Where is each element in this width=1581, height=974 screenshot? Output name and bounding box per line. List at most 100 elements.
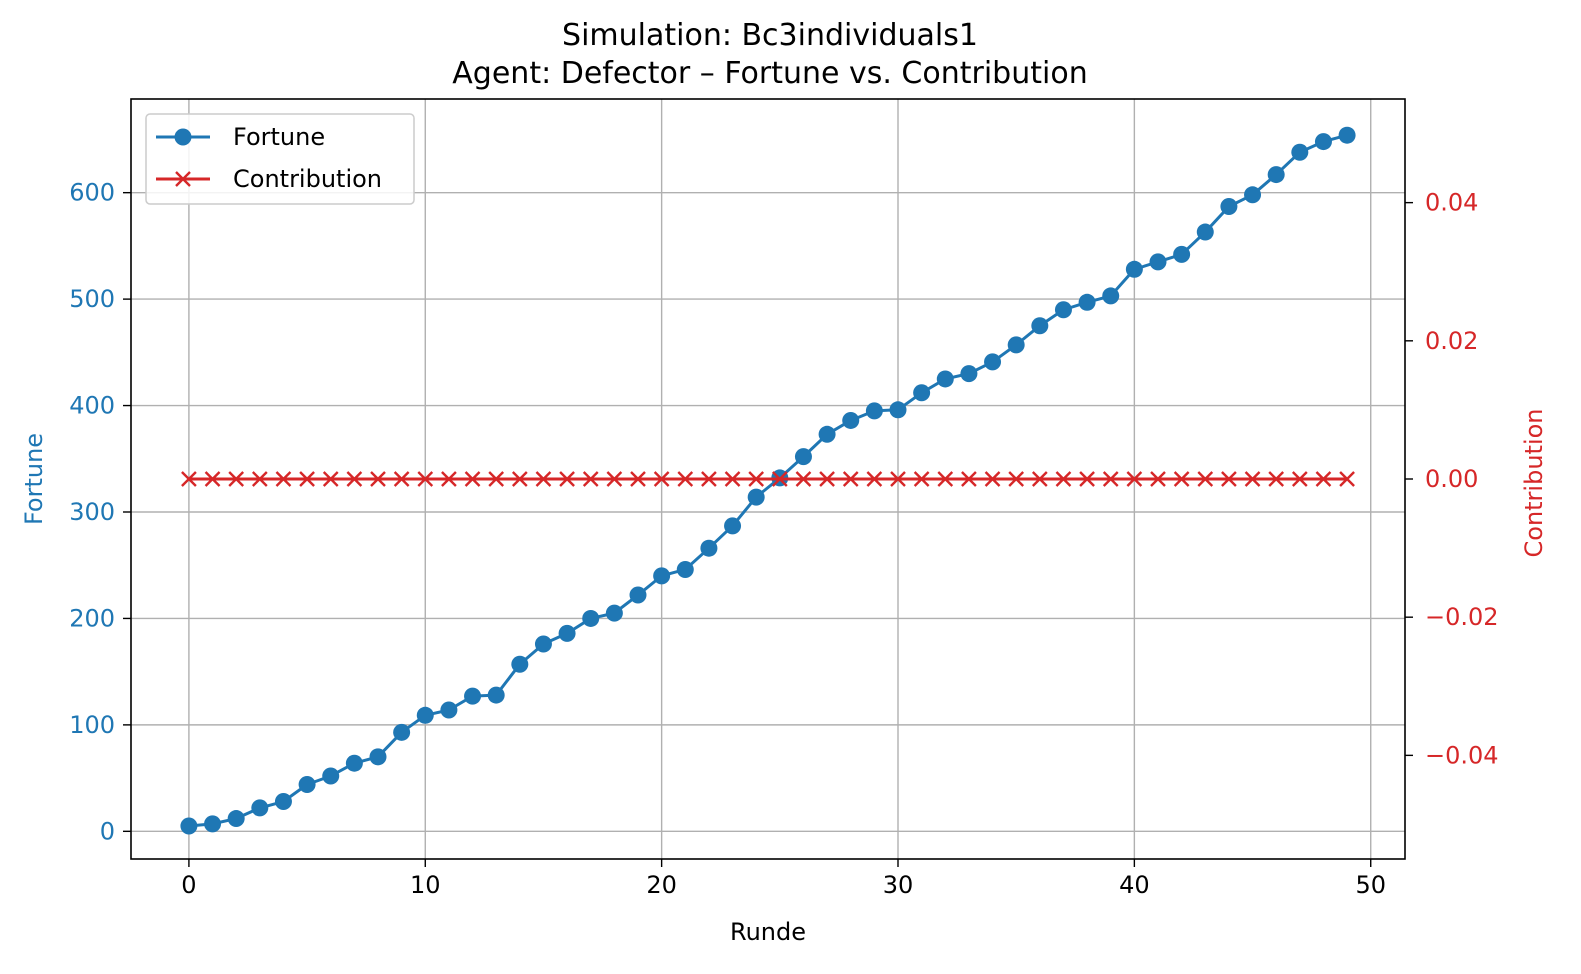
- x-axis-label: Runde: [730, 918, 806, 946]
- contribution-point: [228, 471, 245, 487]
- contribution-point: [1268, 471, 1285, 487]
- fortune-point: [818, 425, 836, 443]
- legend-contribution-marker: [175, 171, 191, 187]
- x-axis: 0 10 20 30 40 50: [181, 859, 1386, 899]
- y-axis-right: −0.04 −0.02 0.00 0.02 0.04: [1405, 189, 1499, 769]
- contribution-point: [819, 471, 835, 487]
- fortune-point: [464, 687, 482, 705]
- fortune-point: [1244, 186, 1262, 204]
- fortune-point: [558, 624, 576, 642]
- contribution-point: [535, 471, 552, 487]
- contribution-point: [370, 471, 386, 487]
- contribution-point: [299, 471, 315, 487]
- fortune-point: [393, 723, 411, 741]
- contribution-point: [771, 471, 788, 487]
- contribution-point: [322, 471, 339, 487]
- fortune-point: [913, 384, 931, 402]
- contribution-point: [1291, 471, 1308, 487]
- fortune-point: [322, 767, 340, 785]
- fortune-point: [747, 488, 765, 506]
- x-tick-label: 40: [1119, 871, 1150, 899]
- legend-frame: [145, 113, 415, 205]
- fortune-point: [511, 655, 529, 673]
- fortune-point: [1054, 301, 1072, 319]
- contribution-point: [393, 471, 410, 487]
- y-tick-label-left: 300: [69, 498, 115, 526]
- x-tick-label: 50: [1355, 871, 1386, 899]
- chart-title: Simulation: Bc3individuals1: [562, 18, 978, 53]
- x-tick-label: 30: [883, 871, 914, 899]
- fortune-point: [960, 365, 978, 383]
- fortune-point: [1149, 253, 1167, 271]
- fortune-point: [440, 701, 458, 719]
- x-tick-label: 20: [646, 871, 677, 899]
- fortune-point: [1196, 223, 1214, 241]
- fortune-point: [345, 754, 363, 772]
- fortune-point: [936, 370, 954, 388]
- contribution-point: [441, 471, 457, 487]
- fortune-point: [842, 411, 860, 429]
- y-tick-label-right: −0.04: [1425, 741, 1499, 769]
- fortune-point: [1173, 245, 1191, 263]
- contribution-point: [1079, 471, 1095, 487]
- contribution-point: [1150, 471, 1166, 487]
- contribution-point: [251, 471, 268, 487]
- contribution-point: [984, 471, 1001, 487]
- contribution-point: [1315, 471, 1332, 487]
- fortune-point: [487, 686, 505, 704]
- contribution-point: [346, 471, 363, 487]
- fortune-point: [1267, 166, 1285, 184]
- y-axis-label-right: Contribution: [1520, 408, 1548, 557]
- fortune-point: [251, 799, 269, 817]
- fortune-point: [582, 609, 600, 627]
- fortune-point: [629, 586, 647, 604]
- fortune-point: [984, 353, 1002, 371]
- contribution-point: [1197, 471, 1214, 487]
- contribution-point: [464, 471, 481, 487]
- y-tick-label-right: 0.02: [1425, 327, 1478, 355]
- contribution-point: [1008, 471, 1025, 487]
- fortune-point: [1314, 133, 1332, 151]
- fortune-point: [204, 815, 222, 833]
- fortune-point: [1291, 143, 1309, 161]
- fortune-point: [534, 635, 552, 653]
- fortune-point: [1338, 126, 1356, 144]
- fortune-point: [1078, 293, 1096, 311]
- fortune-line: [188, 133, 1348, 828]
- contribution-point: [559, 471, 575, 487]
- contribution-point: [677, 471, 694, 487]
- y-tick-label-right: 0.00: [1425, 465, 1478, 493]
- fortune-point: [1220, 198, 1238, 216]
- contribution-point: [842, 471, 859, 487]
- contribution-point: [1244, 471, 1261, 487]
- contribution-point: [417, 471, 434, 487]
- contribution-series: [181, 471, 1355, 487]
- contribution-point: [937, 471, 954, 487]
- contribution-point: [1339, 471, 1355, 487]
- y-tick-label-left: 400: [69, 392, 115, 420]
- contribution-point: [630, 471, 646, 487]
- contribution-point: [582, 471, 599, 487]
- y-axis-left: 0 100 200 300 400 500 600: [69, 179, 131, 845]
- fortune-point: [653, 567, 671, 585]
- contribution-point: [653, 471, 670, 487]
- legend-fortune-label: Fortune: [233, 123, 325, 151]
- chart-subtitle: Agent: Defector – Fortune vs. Contributi…: [452, 56, 1087, 91]
- contribution-point: [701, 471, 717, 487]
- fortune-point: [676, 560, 694, 578]
- y-tick-label-right: 0.04: [1425, 189, 1478, 217]
- contribution-point: [511, 471, 528, 487]
- contribution-point: [913, 471, 930, 487]
- contribution-point: [724, 471, 741, 487]
- fortune-point: [1031, 317, 1049, 335]
- fortune-point: [227, 810, 245, 828]
- x-tick-label: 10: [410, 871, 441, 899]
- fortune-point: [274, 793, 292, 811]
- y-tick-label-left: 200: [69, 604, 115, 632]
- y-tick-label-left: 500: [69, 285, 115, 313]
- fortune-point: [1007, 336, 1025, 354]
- contribution-point: [961, 471, 977, 487]
- legend-fortune-marker: [174, 128, 192, 146]
- contribution-point: [606, 471, 623, 487]
- fortune-series: [180, 126, 1356, 835]
